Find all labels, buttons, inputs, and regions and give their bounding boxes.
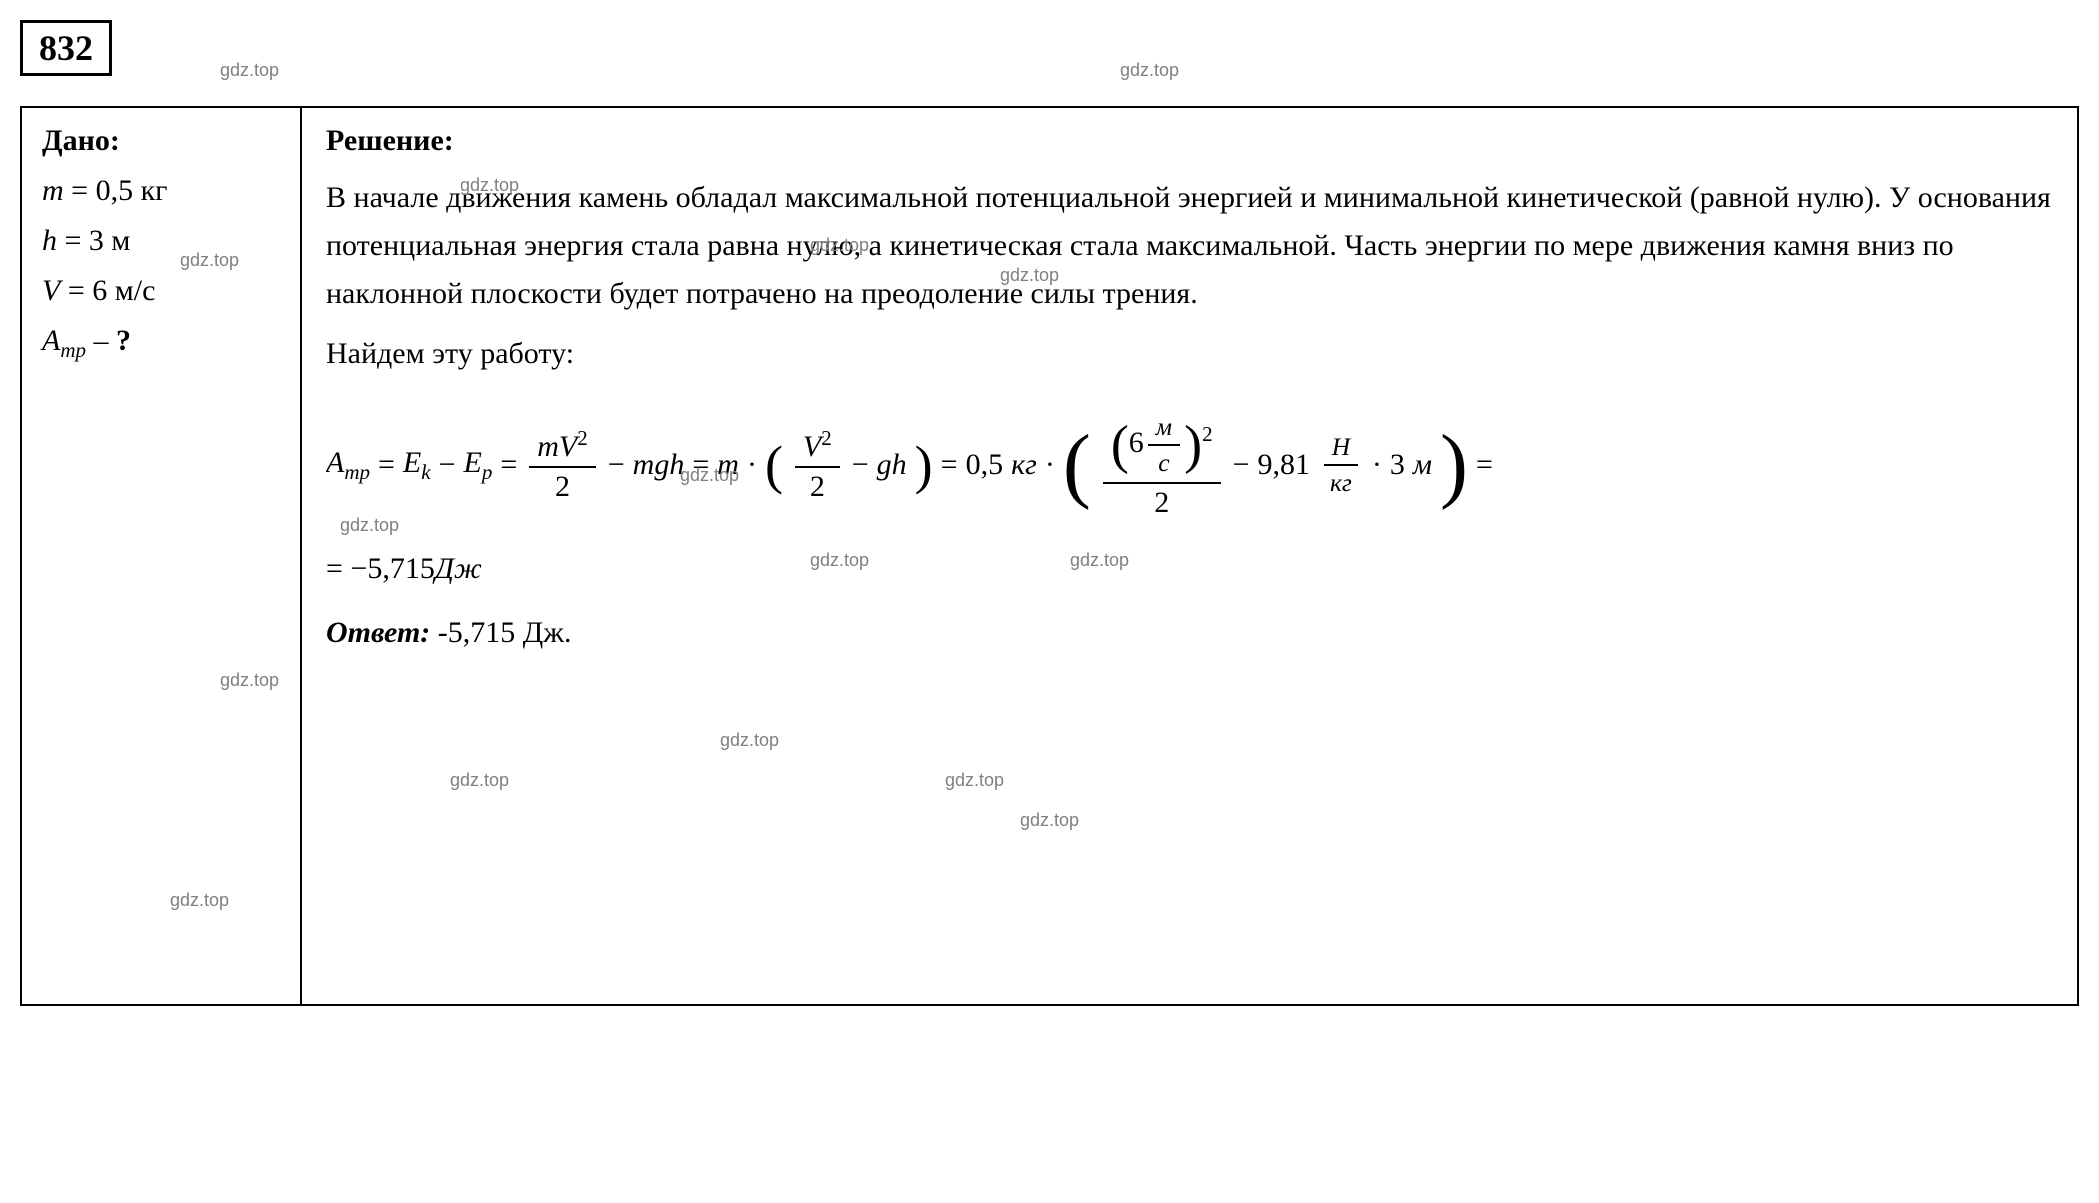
frac-unit-v: мс — [1148, 410, 1180, 480]
rparen-1: ) — [915, 441, 933, 490]
f-num-den2: 2 — [1146, 484, 1177, 522]
page-container: 832 gdz.topgdz.topgdz.topgdz.topgdz.topg… — [20, 20, 2079, 1006]
given-title: Дано: — [42, 124, 280, 158]
rparen-2: ) — [1440, 431, 1468, 498]
f-ep-var: E — [464, 446, 482, 479]
equals-3: = — [692, 448, 709, 482]
f-num-m: 0,5 — [966, 448, 1004, 482]
minus-1: − — [439, 448, 456, 482]
minus-2: − — [608, 448, 625, 482]
given-line-mass: m = 0,5 кг — [42, 174, 280, 208]
f-vsq-sup: 2 — [1202, 422, 1213, 446]
val-m: = 0,5 кг — [64, 174, 168, 207]
solution-paragraph-2: Найдем эту работу: — [326, 330, 2053, 378]
solution-title: Решение: — [326, 124, 2053, 158]
problem-number-box: 832 — [20, 20, 112, 76]
f-gh: gh — [877, 448, 907, 482]
f-ek-var: E — [403, 446, 421, 479]
equals-2: = — [500, 448, 517, 482]
given-column: Дано: m = 0,5 кг h = 3 м V = 6 м/с Aтр –… — [22, 108, 302, 1004]
question-mark: ? — [116, 324, 131, 357]
f-num-g: 9,81 — [1257, 448, 1310, 482]
frac-v2-2: V2 2 — [795, 424, 840, 506]
f-num-h: 3 — [1390, 448, 1405, 482]
answer-value: -5,715 Дж. — [430, 616, 571, 649]
var-v: V — [42, 274, 60, 307]
solution-column: Решение: В начале движения камень облада… — [302, 108, 2077, 1004]
var-a: A — [42, 324, 60, 357]
frac-numeric-v: (6мс)2 2 — [1103, 408, 1221, 522]
given-line-height: h = 3 м — [42, 224, 280, 258]
cdot-2: · — [1045, 448, 1055, 482]
minus-4: − — [1233, 448, 1250, 482]
watermark-text: gdz.top — [220, 60, 279, 81]
f2-num-sup: 2 — [821, 426, 832, 450]
given-line-unknown: Aтр – ? — [42, 324, 280, 363]
frac-unit-g: Н кг — [1322, 430, 1360, 500]
answer-label: Ответ: — [326, 616, 430, 649]
solution-paragraph-1: В начале движения камень обладал максима… — [326, 174, 2053, 318]
lparen-2: ( — [1063, 431, 1091, 498]
val-v: = 6 м/с — [60, 274, 155, 307]
val-a-dash: – — [86, 324, 116, 357]
f-ep-sub: p — [482, 460, 493, 484]
f-lhs-var: A — [326, 446, 344, 479]
lparen-1: ( — [765, 441, 783, 490]
f-unit-v-num: м — [1148, 410, 1180, 446]
var-h: h — [42, 224, 57, 257]
minus-3: − — [852, 448, 869, 482]
equals-4: = — [941, 448, 958, 482]
equals-5: = — [1476, 448, 1493, 482]
f-unit-v-den: с — [1150, 446, 1177, 480]
f-ek-sub: k — [421, 460, 430, 484]
var-a-sub: тр — [60, 338, 86, 362]
given-line-velocity: V = 6 м/с — [42, 274, 280, 308]
f1-den: 2 — [547, 468, 578, 506]
frac-mv2-2: mV2 2 — [529, 424, 596, 506]
rparen-3: ) — [1184, 415, 1202, 475]
equals-1: = — [378, 448, 395, 482]
val-h: = 3 м — [57, 224, 130, 257]
f-result-val: = −5,715 — [326, 552, 435, 585]
answer-line: Ответ: -5,715 Дж. — [326, 616, 2053, 650]
f-unit-h: м — [1413, 448, 1432, 482]
cdot-1: · — [747, 448, 757, 482]
lparen-3: ( — [1111, 415, 1129, 475]
solution-table: Дано: m = 0,5 кг h = 3 м V = 6 м/с Aтр –… — [20, 106, 2079, 1006]
f-result-unit: Дж — [435, 552, 482, 585]
f-unit-m: кг — [1011, 448, 1037, 482]
var-m: m — [42, 174, 64, 207]
formula-main: Aтр = Ek − Ep = mV2 2 − m — [326, 408, 2053, 522]
f-num-v: 6 — [1129, 426, 1144, 459]
f-mgh: mgh — [633, 448, 685, 482]
f2-num: V — [803, 430, 821, 463]
f-unit-g-num: Н — [1324, 430, 1358, 466]
f-unit-g-den: кг — [1322, 466, 1360, 500]
f-m-factor: m — [717, 448, 739, 482]
f1-num: mV — [537, 430, 577, 463]
f-lhs-sub: тр — [344, 460, 370, 484]
watermark-text: gdz.top — [1120, 60, 1179, 81]
f2-den: 2 — [802, 468, 833, 506]
f1-num-sup: 2 — [577, 426, 588, 450]
cdot-3: · — [1372, 448, 1382, 482]
problem-number: 832 — [39, 28, 93, 68]
formula-result: = −5,715Дж — [326, 552, 2053, 586]
